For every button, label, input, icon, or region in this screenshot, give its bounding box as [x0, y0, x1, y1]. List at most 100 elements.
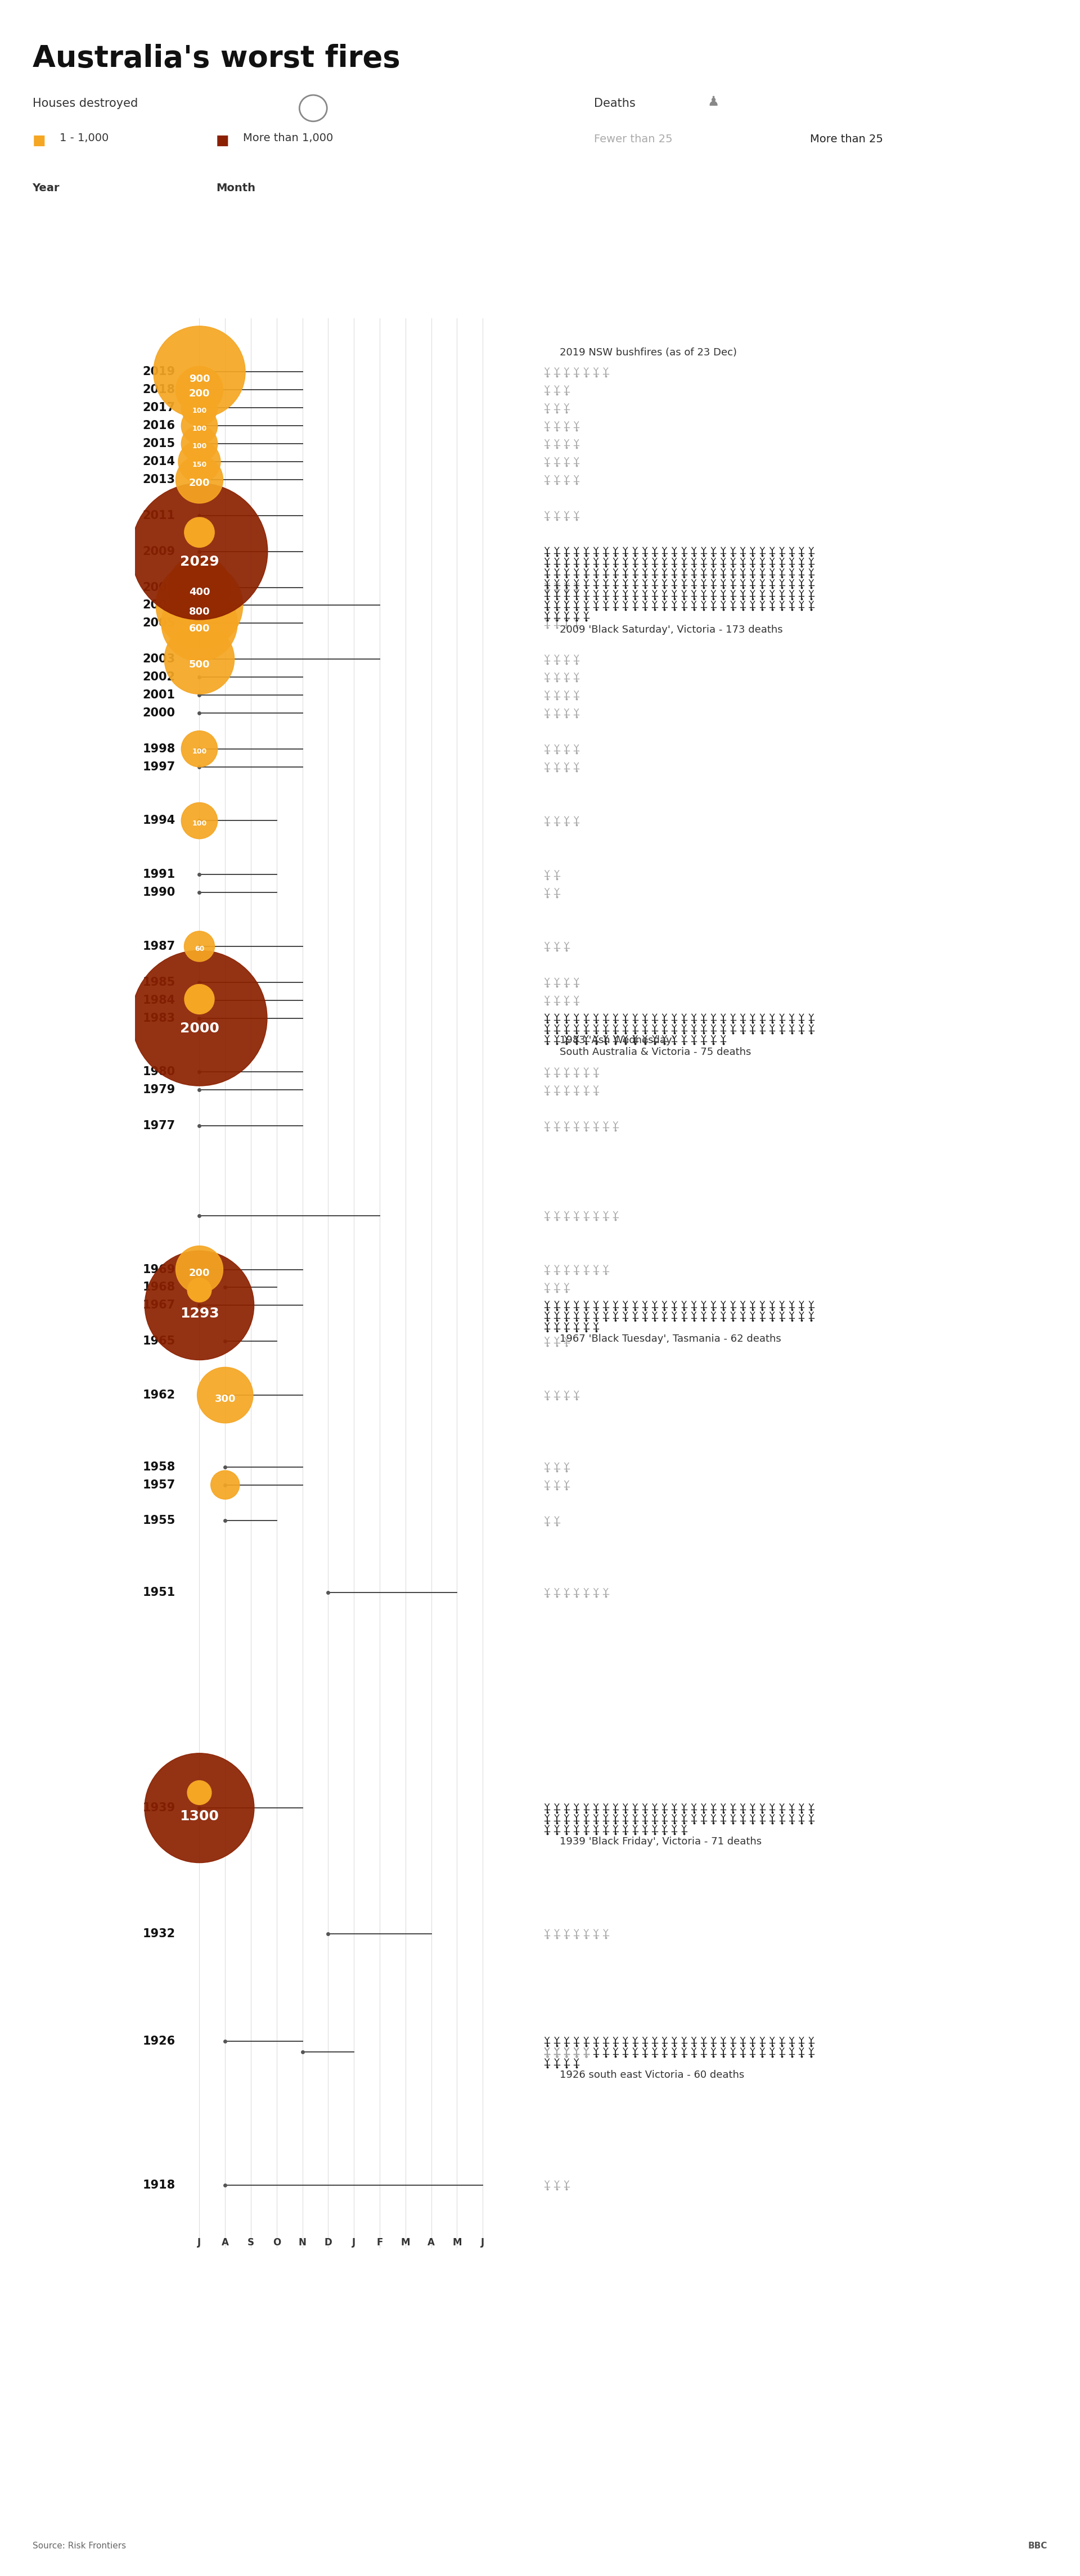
Text: 1969: 1969	[143, 1265, 175, 1275]
Ellipse shape	[131, 484, 268, 621]
Text: J: J	[198, 2239, 201, 2246]
Text: 1939 'Black Friday', Victoria - 71 deaths: 1939 'Black Friday', Victoria - 71 death…	[559, 1837, 762, 1847]
Ellipse shape	[145, 1252, 254, 1360]
Text: ■: ■	[32, 134, 45, 147]
Text: 1965: 1965	[143, 1334, 175, 1347]
Text: 1983 'Ash Wednesday'
South Australia & Victoria - 75 deaths: 1983 'Ash Wednesday' South Australia & V…	[559, 1036, 752, 1056]
Ellipse shape	[187, 1278, 212, 1301]
Text: 800: 800	[189, 608, 210, 616]
Text: 1926 south east Victoria - 60 deaths: 1926 south east Victoria - 60 deaths	[559, 2071, 744, 2079]
Ellipse shape	[181, 804, 217, 840]
Text: 1926: 1926	[143, 2035, 175, 2048]
Ellipse shape	[167, 556, 231, 618]
Ellipse shape	[176, 366, 222, 415]
Text: 2009 'Black Saturday', Victoria - 173 deaths: 2009 'Black Saturday', Victoria - 173 de…	[559, 623, 783, 634]
Ellipse shape	[187, 1780, 212, 1806]
Text: More than 25: More than 25	[810, 134, 883, 144]
Text: 1967: 1967	[143, 1301, 175, 1311]
Text: 2007: 2007	[143, 582, 175, 592]
Text: 2011: 2011	[143, 510, 175, 520]
Text: 1958: 1958	[143, 1461, 175, 1473]
Text: N: N	[298, 2239, 307, 2246]
Text: 100: 100	[192, 425, 206, 433]
Ellipse shape	[181, 425, 217, 461]
Text: Deaths: Deaths	[594, 98, 635, 108]
Text: 2014: 2014	[143, 456, 175, 466]
Text: 150: 150	[192, 461, 206, 469]
Text: A: A	[428, 2239, 435, 2246]
Text: 1987: 1987	[143, 940, 175, 953]
Ellipse shape	[185, 518, 215, 546]
Text: J: J	[481, 2239, 485, 2246]
Text: 100: 100	[192, 443, 206, 451]
Text: 60: 60	[194, 945, 204, 953]
Ellipse shape	[185, 984, 214, 1015]
Text: 1994: 1994	[143, 814, 175, 827]
Text: 1985: 1985	[143, 976, 175, 987]
Text: 2003: 2003	[143, 654, 175, 665]
Ellipse shape	[164, 623, 234, 693]
Text: F: F	[377, 2239, 383, 2246]
Text: 100: 100	[192, 747, 206, 755]
Text: 2017: 2017	[143, 402, 175, 415]
Text: 1293: 1293	[179, 1306, 219, 1321]
Text: 1980: 1980	[143, 1066, 175, 1077]
Ellipse shape	[176, 456, 222, 502]
Text: 1955: 1955	[143, 1515, 176, 1528]
Text: 1968: 1968	[143, 1283, 175, 1293]
Text: A: A	[221, 2239, 229, 2246]
Text: 100: 100	[192, 407, 206, 415]
Text: 2019 NSW bushfires (as of 23 Dec): 2019 NSW bushfires (as of 23 Dec)	[559, 348, 738, 358]
Ellipse shape	[198, 1368, 253, 1422]
Text: 1951: 1951	[143, 1587, 175, 1597]
Text: 200: 200	[189, 389, 210, 399]
Text: 400: 400	[189, 587, 210, 598]
Text: ♟: ♟	[707, 95, 719, 108]
Text: More than 1,000: More than 1,000	[243, 134, 333, 144]
Ellipse shape	[181, 732, 217, 768]
Text: 500: 500	[189, 659, 210, 670]
Ellipse shape	[181, 389, 217, 425]
Ellipse shape	[211, 1471, 240, 1499]
Ellipse shape	[132, 951, 267, 1087]
Text: 2018: 2018	[143, 384, 175, 397]
Ellipse shape	[156, 562, 243, 649]
Text: 1984: 1984	[143, 994, 175, 1005]
Text: O: O	[272, 2239, 281, 2246]
Ellipse shape	[185, 930, 215, 961]
Text: 1990: 1990	[143, 886, 175, 899]
Text: 2019: 2019	[143, 366, 175, 379]
Text: 1957: 1957	[143, 1479, 175, 1492]
Text: M: M	[453, 2239, 461, 2246]
Ellipse shape	[153, 327, 245, 417]
Text: J: J	[352, 2239, 355, 2246]
Text: 300: 300	[215, 1394, 235, 1404]
Text: 200: 200	[189, 1267, 210, 1278]
Ellipse shape	[161, 585, 238, 662]
Text: 600: 600	[189, 623, 210, 634]
Text: BBC: BBC	[1028, 2543, 1048, 2550]
Text: 2001: 2001	[143, 690, 175, 701]
Text: 2000: 2000	[179, 1023, 219, 1036]
Ellipse shape	[176, 1247, 222, 1293]
Text: 1939: 1939	[143, 1803, 175, 1814]
Text: 2015: 2015	[143, 438, 175, 448]
Text: 1997: 1997	[143, 762, 175, 773]
Text: 1932: 1932	[143, 1927, 175, 1940]
Ellipse shape	[178, 440, 220, 482]
Text: 1991: 1991	[143, 868, 175, 881]
Ellipse shape	[181, 407, 217, 443]
Text: 1983: 1983	[143, 1012, 175, 1023]
Text: Houses destroyed: Houses destroyed	[32, 98, 138, 108]
Text: 1977: 1977	[143, 1121, 175, 1131]
Ellipse shape	[145, 1754, 254, 1862]
Text: 2016: 2016	[143, 420, 175, 430]
Text: 100: 100	[192, 819, 206, 827]
Text: Fewer than 25: Fewer than 25	[594, 134, 673, 144]
Text: 900: 900	[189, 374, 210, 384]
Text: ■: ■	[216, 134, 229, 147]
Text: S: S	[247, 2239, 254, 2246]
Text: 1998: 1998	[143, 744, 175, 755]
Text: Australia's worst fires: Australia's worst fires	[32, 44, 400, 72]
Text: 1300: 1300	[179, 1808, 219, 1824]
